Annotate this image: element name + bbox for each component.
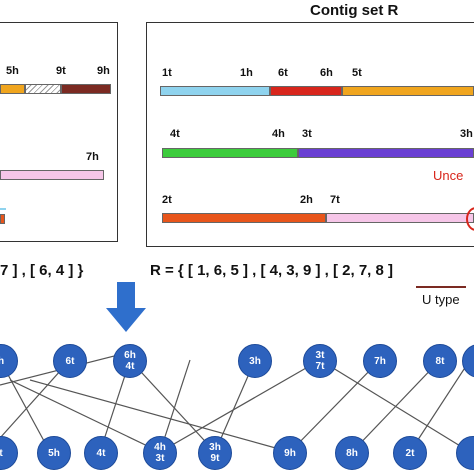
label-7t: 7t bbox=[330, 194, 340, 206]
graph-node-2t: 2t bbox=[393, 436, 427, 470]
label-4h: 4h bbox=[272, 128, 285, 140]
label-3h: 3h bbox=[460, 128, 473, 140]
contig-set-title: Contig set R bbox=[310, 2, 399, 19]
label-2t: 2t bbox=[162, 194, 172, 206]
label-4t: 4t bbox=[170, 128, 180, 140]
label-9h: 9h bbox=[97, 65, 110, 77]
graph-node-7h: 7h bbox=[363, 344, 397, 378]
left-bar-orange bbox=[0, 84, 25, 94]
label-1h: 1h bbox=[240, 67, 253, 79]
label-1t: 1t bbox=[162, 67, 172, 79]
label-5t: 5t bbox=[352, 67, 362, 79]
uncertain-label: Unce bbox=[433, 168, 464, 183]
r-set-text: R = { [ 1, 6, 5 ] , [ 4, 3, 9 ] , [ 2, 7… bbox=[150, 262, 393, 279]
label-5h: 5h bbox=[6, 65, 19, 77]
u-type-label: U type bbox=[422, 292, 460, 307]
graph-node-3h-top: 3h bbox=[238, 344, 272, 378]
graph-node-8h: 8h bbox=[335, 436, 369, 470]
bar-contig-4 bbox=[162, 148, 298, 158]
left-bar-darkorange bbox=[0, 214, 5, 224]
graph-node-6t: 6t bbox=[53, 344, 87, 378]
r-set-sep: , bbox=[367, 262, 376, 279]
graph-node-9h: 9h bbox=[273, 436, 307, 470]
r-set-prefix: R = { [ 1, 6, 5 ] , [ 4, 3, 9 ] , [ 2, bbox=[150, 262, 359, 279]
graph-node-5h: 5h bbox=[37, 436, 71, 470]
bar-contig-1 bbox=[160, 86, 270, 96]
bar-contig-6 bbox=[270, 86, 342, 96]
graph-node-3h-9t: 3h 9t bbox=[198, 436, 232, 470]
left-contig-panel bbox=[0, 22, 118, 242]
r-set-suffix: ] bbox=[383, 262, 394, 279]
r-set-eight: 8 bbox=[375, 262, 384, 279]
label-7h: 7h bbox=[86, 151, 99, 163]
label-9t: 9t bbox=[56, 65, 66, 77]
u-type-underline bbox=[416, 286, 466, 288]
label-6h: 6h bbox=[320, 67, 333, 79]
label-2h: 2h bbox=[300, 194, 313, 206]
left-bar-hatched bbox=[25, 84, 61, 94]
left-bar-cyan-tick bbox=[0, 208, 6, 210]
left-bar-brown bbox=[61, 84, 111, 94]
graph-node-6h-4t: 6h 4t bbox=[113, 344, 147, 378]
label-6t: 6t bbox=[278, 67, 288, 79]
left-set-text: 7 ] , [ 6, 4 ] } bbox=[0, 262, 84, 279]
right-contig-panel bbox=[146, 22, 474, 247]
graph-node-4t-bottom: 4t bbox=[84, 436, 118, 470]
left-bar-pink bbox=[0, 170, 104, 180]
down-arrow-icon bbox=[106, 282, 146, 332]
label-3t: 3t bbox=[302, 128, 312, 140]
graph-node-4h-3t: 4h 3t bbox=[143, 436, 177, 470]
bar-contig-2 bbox=[162, 213, 326, 223]
r-set-seven: 7 bbox=[358, 262, 368, 279]
graph-node-8t: 8t bbox=[423, 344, 457, 378]
graph-node-3t-7t: 3t 7t bbox=[303, 344, 337, 378]
